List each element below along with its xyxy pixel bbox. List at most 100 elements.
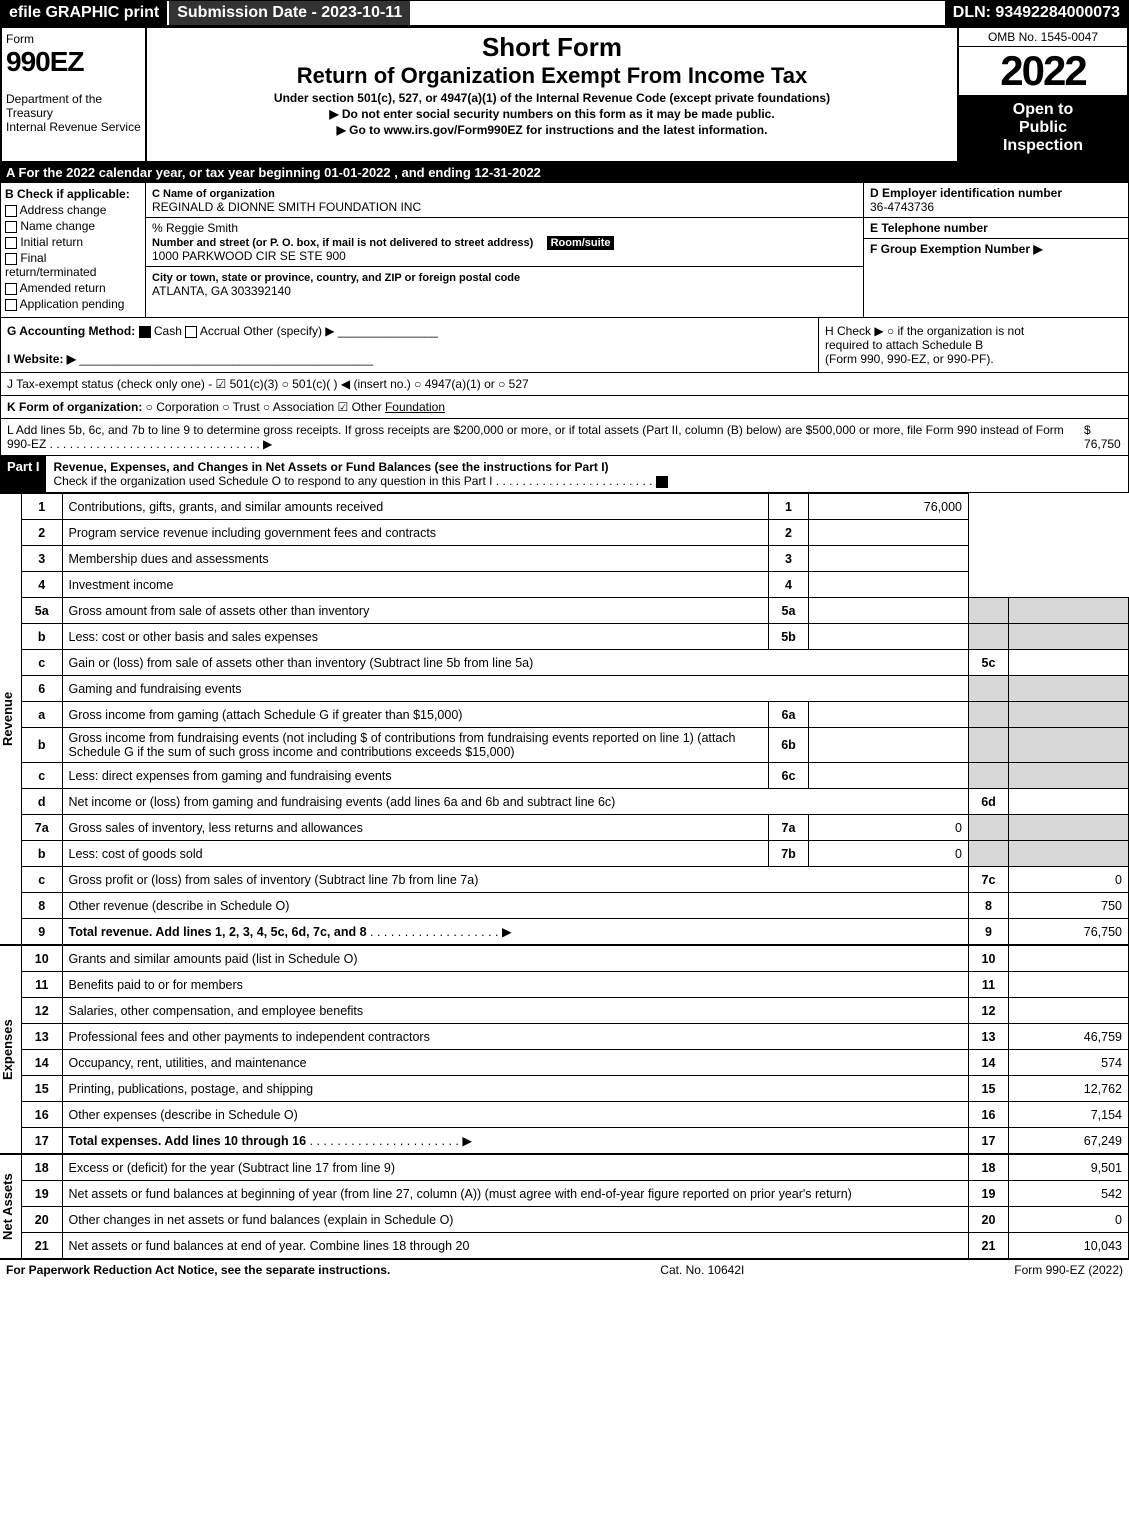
line-3-amount [809, 546, 969, 572]
line-13: 13Professional fees and other payments t… [22, 1024, 1129, 1050]
line-4-num: 4 [769, 572, 809, 598]
line-5b: bLess: cost or other basis and sales exp… [22, 624, 1129, 650]
line-19-num: 19 [969, 1181, 1009, 1207]
schedule-o-checkbox[interactable] [656, 476, 668, 488]
line-21-num: 21 [969, 1233, 1009, 1259]
b-name-change[interactable]: Name change [5, 219, 141, 233]
revenue-table: 1Contributions, gifts, grants, and simil… [22, 493, 1129, 945]
netassets-section: Net Assets 18Excess or (deficit) for the… [0, 1154, 1129, 1259]
b-final-return[interactable]: Final return/terminated [5, 251, 141, 279]
line-11: 11Benefits paid to or for members11 [22, 972, 1129, 998]
gh-row: G Accounting Method: Cash Accrual Other … [0, 318, 1129, 373]
tax-year: 2022 [959, 47, 1127, 95]
line-14-num: 14 [969, 1050, 1009, 1076]
line-7a: 7aGross sales of inventory, less returns… [22, 815, 1129, 841]
accrual-checkbox[interactable] [185, 326, 197, 338]
part-i-check: Check if the organization used Schedule … [54, 474, 653, 488]
line-6c-subamt [809, 763, 969, 789]
line-18-amount: 9,501 [1009, 1155, 1129, 1181]
line-6b-subamt [809, 728, 969, 763]
line-14-amount: 574 [1009, 1050, 1129, 1076]
footer-mid: Cat. No. 10642I [660, 1263, 744, 1277]
j-tax-exempt: J Tax-exempt status (check only one) - ☑… [7, 377, 529, 391]
line-7a-subamt: 0 [809, 815, 969, 841]
omb-number: OMB No. 1545-0047 [959, 28, 1127, 47]
line-15-num: 15 [969, 1076, 1009, 1102]
line-17-num: 17 [969, 1128, 1009, 1154]
netassets-tab: Net Assets [0, 1154, 22, 1259]
line-13-text: Professional fees and other payments to … [62, 1024, 969, 1050]
cash-checkbox[interactable] [139, 326, 151, 338]
line-7c-amount: 0 [1009, 867, 1129, 893]
line-5a-text: Gross amount from sale of assets other t… [62, 598, 769, 624]
row-a: A For the 2022 calendar year, or tax yea… [0, 163, 1129, 182]
line-12-amount [1009, 998, 1129, 1024]
k-other-value: Foundation [385, 400, 445, 414]
line-5c-amount [1009, 650, 1129, 676]
k-row: K Form of organization: ○ Corporation ○ … [0, 396, 1129, 419]
cash-label: Cash [154, 324, 182, 338]
city-label: City or town, state or province, country… [152, 272, 520, 284]
line-6b-text: Gross income from fundraising events (no… [62, 728, 769, 763]
line-1-amount: 76,000 [809, 494, 969, 520]
j-row: J Tax-exempt status (check only one) - ☑… [0, 373, 1129, 396]
i-label: I Website: ▶ [7, 352, 76, 366]
open-3: Inspection [1003, 137, 1083, 154]
line-19: 19Net assets or fund balances at beginni… [22, 1181, 1129, 1207]
line-8-text: Other revenue (describe in Schedule O) [62, 893, 969, 919]
line-3-num: 3 [769, 546, 809, 572]
line-11-amount [1009, 972, 1129, 998]
h-schedule-b: H Check ▶ ○ if the organization is not r… [818, 318, 1128, 372]
line-3-text: Membership dues and assessments [62, 546, 769, 572]
line-6a-sub: 6a [769, 702, 809, 728]
line-18: 18Excess or (deficit) for the year (Subt… [22, 1155, 1129, 1181]
line-7b-subamt: 0 [809, 841, 969, 867]
part-i-desc: Revenue, Expenses, and Changes in Net As… [54, 460, 609, 474]
line-6a-subamt [809, 702, 969, 728]
line-1-text: Contributions, gifts, grants, and simila… [62, 494, 769, 520]
k-label: K Form of organization: [7, 400, 142, 414]
line-11-num: 11 [969, 972, 1009, 998]
line-7a-text: Gross sales of inventory, less returns a… [62, 815, 769, 841]
line-18-num: 18 [969, 1155, 1009, 1181]
line-4-text: Investment income [62, 572, 769, 598]
line-6b-sub: 6b [769, 728, 809, 763]
b-address-change[interactable]: Address change [5, 203, 141, 217]
line-6c-sub: 6c [769, 763, 809, 789]
line-5c-text: Gain or (loss) from sale of assets other… [62, 650, 969, 676]
ein: 36-4743736 [870, 200, 934, 214]
line-21-text: Net assets or fund balances at end of ye… [62, 1233, 969, 1259]
info-grid: B Check if applicable: Address change Na… [0, 182, 1129, 318]
title-short-form: Short Form [151, 32, 953, 63]
city-state-zip: ATLANTA, GA 303392140 [152, 284, 291, 298]
b-application-pending[interactable]: Application pending [5, 297, 141, 311]
accrual-label: Accrual [200, 324, 240, 338]
line-5b-sub: 5b [769, 624, 809, 650]
h-line1: H Check ▶ ○ if the organization is not [825, 324, 1024, 338]
line-7b-sub: 7b [769, 841, 809, 867]
line-6: 6Gaming and fundraising events [22, 676, 1129, 702]
top-bar: efile GRAPHIC print Submission Date - 20… [0, 0, 1129, 26]
header-center: Short Form Return of Organization Exempt… [147, 28, 957, 161]
col-c: C Name of organization REGINALD & DIONNE… [146, 183, 863, 317]
b-amended-return[interactable]: Amended return [5, 281, 141, 295]
netassets-table: 18Excess or (deficit) for the year (Subt… [22, 1154, 1129, 1259]
line-12-text: Salaries, other compensation, and employ… [62, 998, 969, 1024]
b-initial-return[interactable]: Initial return [5, 235, 141, 249]
part-i-header: Part I Revenue, Expenses, and Changes in… [0, 456, 1129, 493]
line-5a-subamt [809, 598, 969, 624]
line-4-amount [809, 572, 969, 598]
b-label: B Check if applicable: [5, 187, 130, 201]
l-text: L Add lines 5b, 6c, and 7b to line 9 to … [7, 423, 1084, 451]
expenses-tab: Expenses [0, 945, 22, 1154]
line-6a-text: Gross income from gaming (attach Schedul… [62, 702, 769, 728]
line-10-text: Grants and similar amounts paid (list in… [62, 946, 969, 972]
l-row: L Add lines 5b, 6c, and 7b to line 9 to … [0, 419, 1129, 456]
line-21-amount: 10,043 [1009, 1233, 1129, 1259]
subtitle-ssn: ▶ Do not enter social security numbers o… [151, 107, 953, 121]
line-9-amount: 76,750 [1009, 919, 1129, 945]
line-17: 17Total expenses. Add lines 10 through 1… [22, 1128, 1129, 1154]
line-15-text: Printing, publications, postage, and shi… [62, 1076, 969, 1102]
line-12: 12Salaries, other compensation, and empl… [22, 998, 1129, 1024]
efile-label: efile GRAPHIC print [1, 1, 167, 25]
